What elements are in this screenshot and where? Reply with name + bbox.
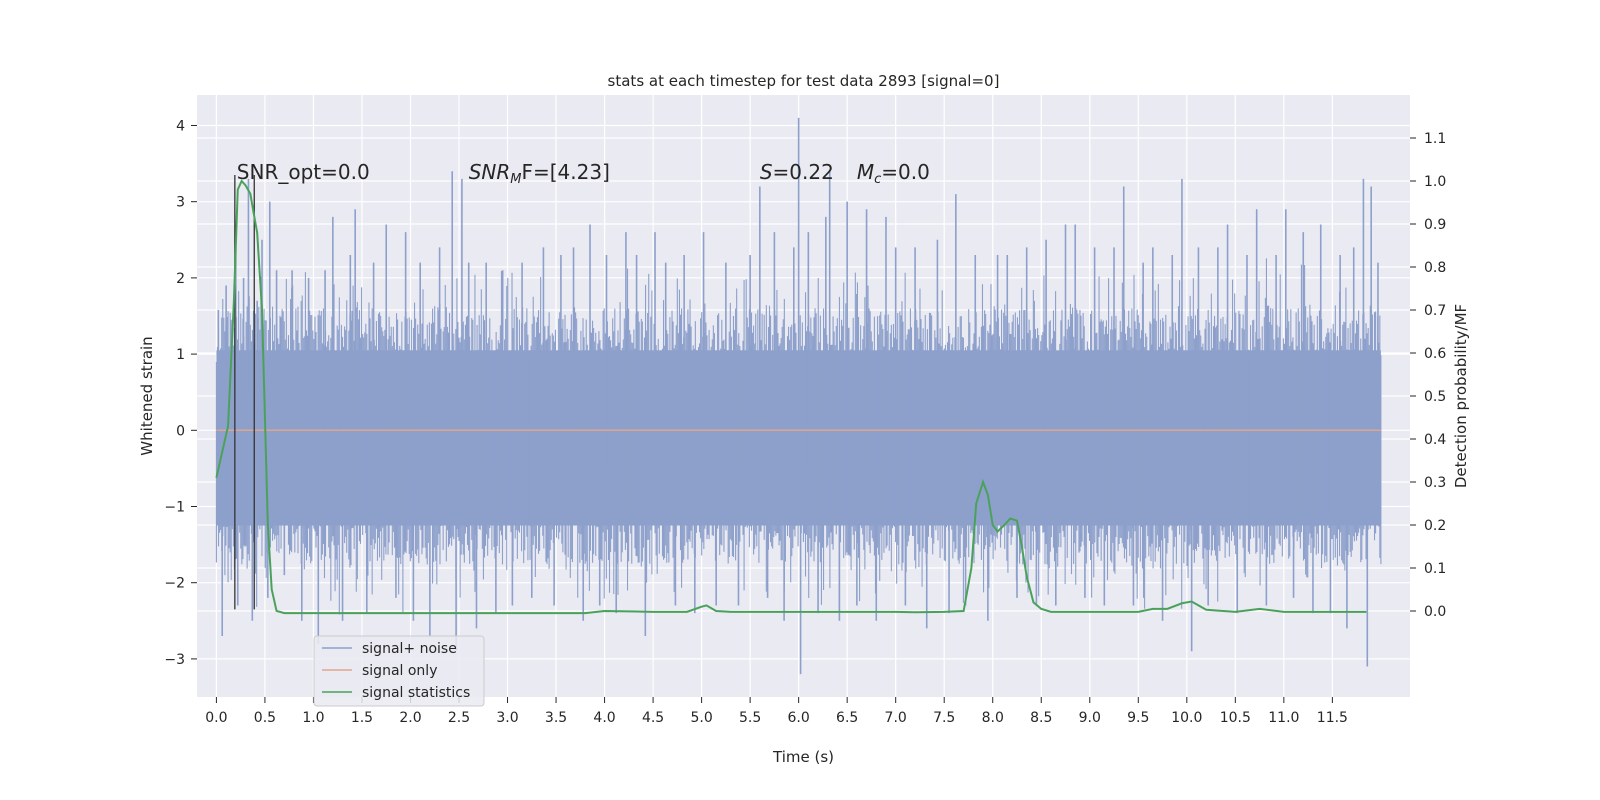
mc-sub: c: [874, 172, 881, 187]
mc-base: M: [857, 160, 874, 184]
y-tick-label: 0: [176, 423, 185, 439]
x-tick-label: 7.5: [933, 710, 955, 726]
legend-label-signal-noise: signal+ noise: [362, 641, 457, 657]
y-tick-label: 1: [176, 347, 185, 363]
x-tick-label: 11.0: [1268, 710, 1299, 726]
legend-label-signal-only: signal only: [362, 663, 437, 679]
y2-tick-label: 0.8: [1424, 260, 1446, 276]
annotation-snr-mf: SNRMF=[4.23]: [469, 160, 610, 187]
x-tick-label: 9.0: [1079, 710, 1101, 726]
snr-mf-rest: F=[4.23]: [521, 160, 609, 184]
x-tick-label: 1.5: [351, 710, 373, 726]
x-tick-label: 11.5: [1317, 710, 1348, 726]
legend-label-signal-statistics: signal statistics: [362, 685, 470, 701]
x-axis-label: Time (s): [772, 748, 834, 766]
x-tick-label: 4.0: [593, 710, 615, 726]
x-tick-label: 8.5: [1030, 710, 1052, 726]
y-tick-label: −1: [164, 499, 185, 515]
x-tick-label: 10.5: [1220, 710, 1251, 726]
x-tick-label: 0.0: [205, 710, 227, 726]
x-tick-label: 0.5: [254, 710, 276, 726]
y2-tick-label: 0.1: [1424, 561, 1446, 577]
y2-tick-label: 0.9: [1424, 217, 1446, 233]
x-axis-ticks: 0.0 0.5 1.0 1.5 2.0 2.5 3.0 3.5 4.0 4.5 5.0 5.5 6.0 6…: [205, 697, 1348, 726]
snr-mf-sub: M: [510, 172, 521, 187]
x-tick-label: 2.0: [399, 710, 421, 726]
y2-tick-label: 0.3: [1424, 475, 1446, 491]
mc-rest: =0.0: [881, 160, 930, 184]
y2-tick-label: 0.4: [1424, 432, 1446, 448]
series-signal-noise: [215, 117, 1382, 675]
y2-tick-label: 0.7: [1424, 303, 1446, 319]
y-tick-label: −3: [164, 652, 185, 668]
x-tick-label: 8.0: [982, 710, 1004, 726]
y2-tick-label: 0.6: [1424, 346, 1446, 362]
y2-axis-ticks: 0.0 0.1 0.2 0.3 0.4 0.5 0.6 0.7 0.8 0.9 1.0 1.1: [1410, 131, 1446, 620]
x-tick-label: 5.5: [739, 710, 761, 726]
y-tick-label: −2: [164, 576, 185, 592]
annotation-s: S=0.22: [760, 160, 834, 184]
x-tick-label: 3.0: [496, 710, 518, 726]
chart-title: stats at each timestep for test data 289…: [608, 72, 1000, 90]
y-tick-label: 2: [176, 271, 185, 287]
y2-tick-label: 1.0: [1424, 174, 1446, 190]
y2-tick-label: 0.2: [1424, 518, 1446, 534]
x-tick-label: 6.0: [788, 710, 810, 726]
y2-tick-label: 0.5: [1424, 389, 1446, 405]
s-base: S: [760, 160, 773, 184]
y-tick-label: 4: [176, 118, 185, 134]
x-tick-label: 5.0: [690, 710, 712, 726]
x-tick-label: 1.0: [302, 710, 324, 726]
y-axis-label: Whitened strain: [138, 336, 156, 455]
x-tick-label: 4.5: [642, 710, 664, 726]
y2-tick-label: 1.1: [1424, 131, 1446, 147]
s-rest: =0.22: [773, 160, 834, 184]
annotation-snr-opt: SNR_opt=0.0: [237, 160, 370, 184]
y-axis-ticks: −3 −2 −1 0 1 2 3 4: [164, 118, 197, 668]
x-tick-label: 10.0: [1171, 710, 1202, 726]
x-tick-label: 3.5: [545, 710, 567, 726]
legend: signal+ noise signal only signal statist…: [313, 635, 485, 707]
y2-tick-label: 0.0: [1424, 604, 1446, 620]
snr-mf-base: SNR: [469, 160, 511, 184]
x-tick-label: 6.5: [836, 710, 858, 726]
y-tick-label: 3: [176, 195, 185, 211]
x-tick-label: 9.5: [1127, 710, 1149, 726]
annotation-mc: Mc=0.0: [857, 160, 930, 187]
legend-box: [313, 635, 485, 707]
series-signal-statistics: [215, 179, 1367, 615]
x-tick-label: 2.5: [448, 710, 470, 726]
x-tick-label: 7.0: [885, 710, 907, 726]
y2-axis-label: Detection probability/MF: [1452, 304, 1470, 488]
